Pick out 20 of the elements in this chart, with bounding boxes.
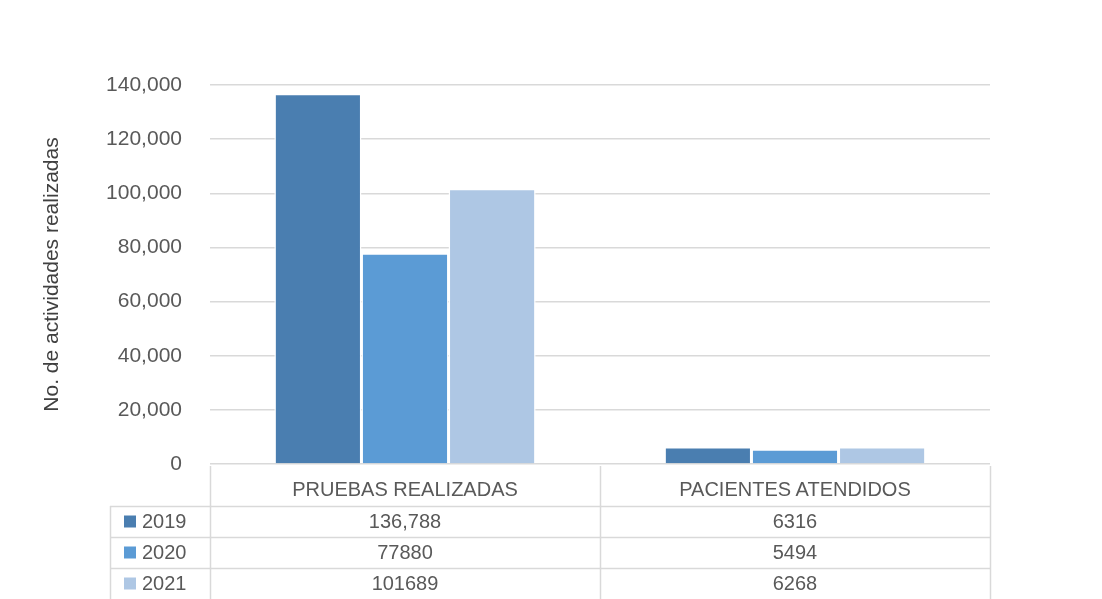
data-label: 136,788	[368, 510, 442, 533]
y-tick-label: 0	[170, 450, 182, 474]
y-tick-label: 20,000	[117, 396, 182, 420]
legend-label: 2021	[142, 572, 187, 595]
y-tick-label: 100,000	[106, 180, 182, 204]
legend-label: 2019	[142, 510, 187, 533]
y-tick-label: 140,000	[106, 71, 182, 95]
x-tick-label: PRUEBAS REALIZADAS	[292, 477, 518, 500]
y-tick-label: 80,000	[117, 234, 182, 258]
data-label: 6268	[772, 572, 818, 595]
data-label: 6316	[772, 510, 818, 533]
data-label: 101689	[371, 572, 439, 595]
y-tick-label: 60,000	[117, 288, 182, 312]
x-tick-label: PACIENTES ATENDIDOS	[679, 477, 911, 500]
y-tick-label: 120,000	[106, 125, 182, 149]
legend-label: 2020	[142, 541, 187, 564]
y-axis-title: No. de actividades realizadas	[39, 137, 63, 412]
data-label: 77880	[377, 541, 433, 564]
data-label: 5494	[772, 541, 818, 564]
y-tick-label: 40,000	[117, 342, 182, 366]
